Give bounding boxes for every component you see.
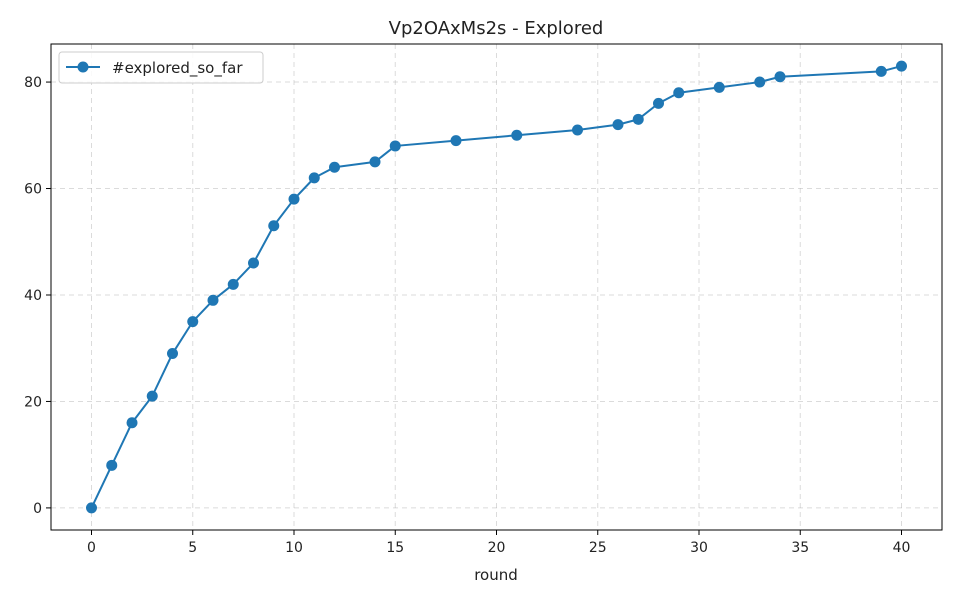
data-point	[106, 459, 118, 471]
legend-marker-swatch	[77, 61, 89, 73]
data-point	[673, 87, 685, 99]
x-tick-label: 15	[386, 540, 404, 556]
x-tick-label: 25	[589, 540, 607, 556]
data-point	[875, 65, 887, 77]
data-point	[126, 417, 138, 429]
x-tick-label: 10	[285, 540, 303, 556]
grid	[51, 44, 942, 530]
y-tick-label: 80	[24, 75, 42, 91]
legend: #explored_so_far	[58, 51, 264, 84]
data-point	[146, 390, 158, 402]
data-point	[572, 124, 583, 136]
y-tick-label: 60	[24, 182, 42, 198]
chart-title: Vp2OAxMs2s - Explored	[389, 18, 604, 39]
x-tick-label: 30	[690, 540, 708, 556]
data-point	[774, 71, 786, 83]
y-tick-label: 40	[24, 288, 42, 304]
data-point	[612, 119, 624, 131]
x-tick-label: 5	[188, 540, 197, 556]
data-point	[653, 97, 664, 109]
x-tick-label: 40	[893, 540, 911, 556]
x-tick-label: 0	[87, 540, 96, 556]
data-point	[754, 76, 766, 88]
data-point	[511, 129, 523, 141]
x-tick-label: 35	[791, 540, 809, 556]
y-tick-label: 20	[24, 394, 42, 410]
x-tick-label: 20	[488, 540, 506, 556]
legend-entry-label: #explored_so_far	[112, 59, 243, 78]
data-point	[632, 113, 644, 125]
data-point	[167, 348, 178, 360]
data-point	[268, 220, 280, 232]
data-point	[450, 135, 462, 147]
data-point	[389, 140, 401, 152]
data-point	[713, 81, 725, 93]
series-explored-so-far	[86, 60, 907, 514]
data-point	[896, 60, 907, 72]
legend-box	[58, 51, 264, 84]
data-point	[248, 257, 259, 269]
data-point	[187, 316, 199, 328]
data-point	[207, 294, 219, 306]
data-point	[369, 156, 381, 168]
data-point	[288, 193, 300, 205]
data-point	[308, 172, 320, 184]
data-point	[86, 502, 97, 514]
data-point	[329, 161, 340, 173]
x-axis-label: round	[474, 566, 518, 584]
axis-ticks: 0 5 10 15 20 25 30 35 40 0 20 40 60 80	[24, 75, 910, 556]
y-tick-label: 0	[33, 501, 42, 517]
data-point	[227, 278, 239, 290]
